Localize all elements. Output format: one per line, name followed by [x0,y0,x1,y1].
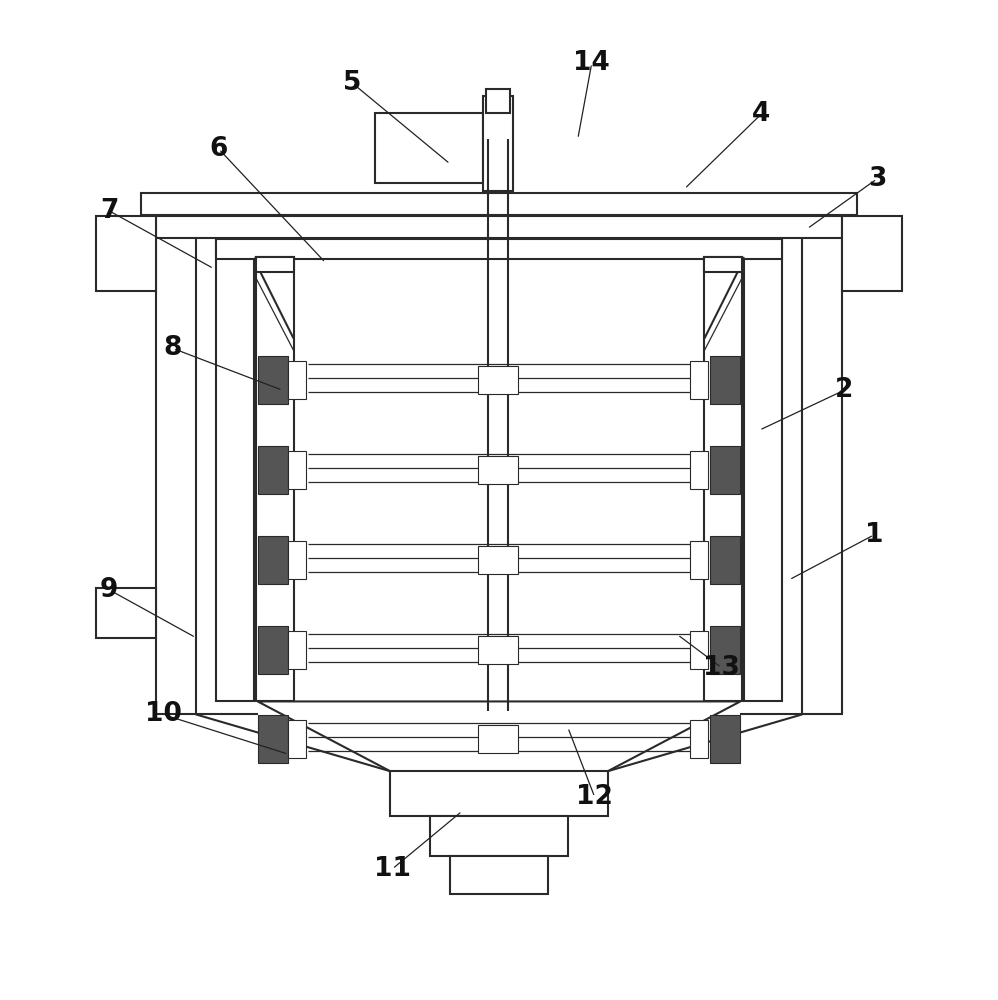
Bar [691,541,709,579]
Bar [156,216,196,714]
Bar [691,720,709,758]
Bar [287,451,305,489]
Bar [691,631,709,669]
Text: 6: 6 [210,136,228,162]
Bar [486,89,510,113]
Text: 9: 9 [100,577,119,603]
Bar [478,366,518,394]
Bar [705,257,743,272]
Bar [711,356,741,404]
Bar [478,456,518,484]
Bar [141,193,857,215]
Bar [257,715,287,763]
Text: 3: 3 [867,166,886,192]
Bar [478,725,518,753]
Bar [96,588,156,638]
Bar [287,631,305,669]
Bar [478,546,518,574]
Bar [691,361,709,399]
Polygon shape [257,701,741,771]
Text: 11: 11 [374,856,411,882]
Bar [255,257,293,701]
Text: 13: 13 [703,655,740,681]
Bar [711,626,741,674]
Bar [478,636,518,664]
Text: 1: 1 [864,522,883,548]
Bar [711,446,741,494]
Bar [257,446,287,494]
Bar [156,216,842,238]
Bar [430,816,568,856]
Bar [257,356,287,404]
Bar [802,216,842,714]
Bar [287,361,305,399]
Text: 7: 7 [100,198,119,224]
Bar [842,216,902,291]
Bar [375,113,483,183]
Bar [691,451,709,489]
Bar [216,239,782,259]
Text: 5: 5 [343,70,361,96]
Bar [216,239,253,701]
Bar [390,771,608,816]
Text: 10: 10 [145,701,182,727]
Text: 4: 4 [752,101,770,127]
Bar [255,257,293,272]
Bar [96,216,156,291]
Text: 2: 2 [835,377,853,403]
Bar [287,541,305,579]
Bar [450,856,548,894]
Bar [711,715,741,763]
Bar [287,720,305,758]
Bar [711,536,741,584]
Bar [257,536,287,584]
Bar [705,257,743,701]
Bar [483,96,513,191]
Text: 12: 12 [576,784,613,810]
Text: 8: 8 [164,335,182,361]
Bar [745,239,782,701]
Bar [257,626,287,674]
Text: 14: 14 [574,50,610,76]
